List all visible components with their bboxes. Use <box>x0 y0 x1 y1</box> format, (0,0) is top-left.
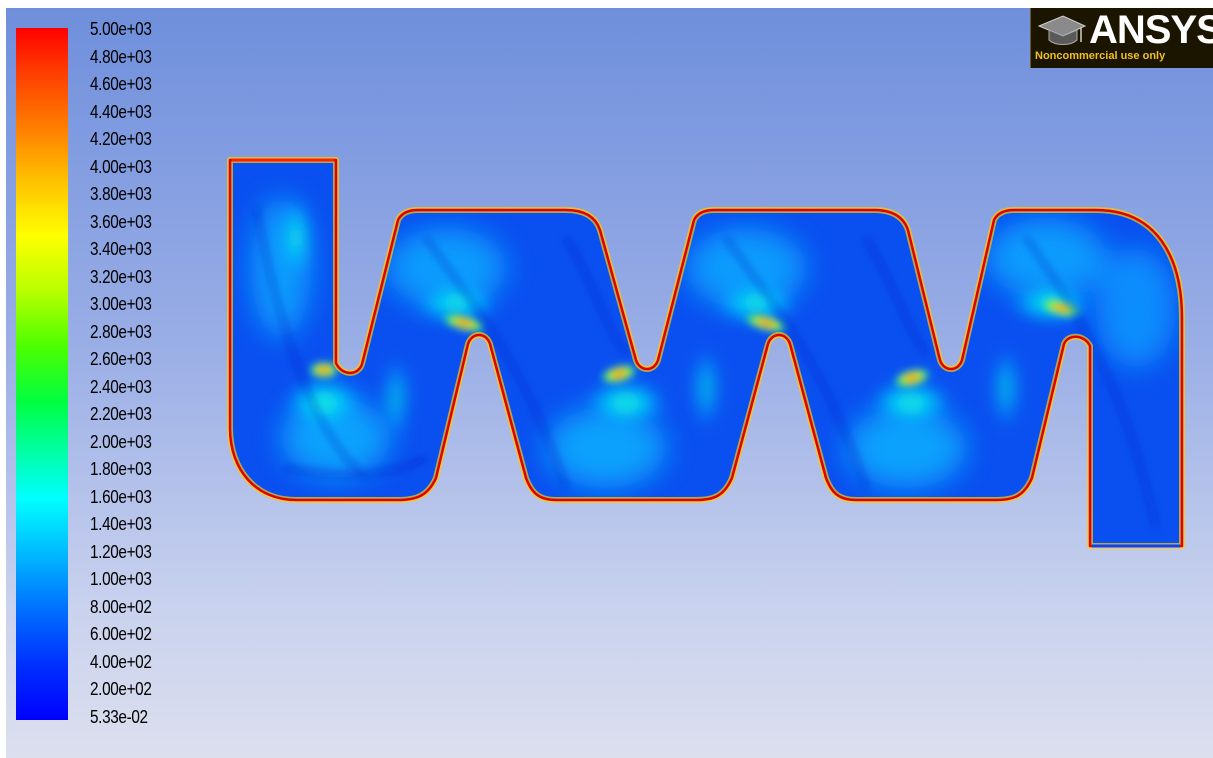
scale-tick-label: 4.80e+03 <box>90 46 152 67</box>
scale-tick-label: 3.20e+03 <box>90 266 152 287</box>
scale-tick-label: 1.60e+03 <box>90 486 152 507</box>
scale-tick-label: 2.00e+03 <box>90 431 152 452</box>
scale-tick-label: 2.80e+03 <box>90 321 152 342</box>
graphics-viewport[interactable]: 5.00e+03 4.80e+03 4.60e+03 4.40e+03 4.20… <box>6 8 1213 758</box>
scale-tick-label: 3.40e+03 <box>90 239 152 260</box>
scale-tick-label: 2.40e+03 <box>90 376 152 397</box>
scale-tick-label: 1.40e+03 <box>90 514 152 535</box>
scale-tick-label: 3.60e+03 <box>90 211 152 232</box>
wall-boundary <box>227 157 1185 549</box>
scale-tick-label: 5.33e-02 <box>90 706 148 727</box>
color-scale-labels: 5.00e+03 4.80e+03 4.60e+03 4.40e+03 4.20… <box>90 20 200 726</box>
scale-tick-label: 3.80e+03 <box>90 184 152 205</box>
scale-tick-label: 2.00e+02 <box>90 679 152 700</box>
scale-tick-label: 2.60e+03 <box>90 349 152 370</box>
scale-tick-label: 4.00e+02 <box>90 651 152 672</box>
color-scale-bar <box>16 28 68 720</box>
scale-tick-label: 3.00e+03 <box>90 294 152 315</box>
ansys-logo: ANSYS Noncommercial use only <box>1030 8 1213 68</box>
logo-brand-text: ANSYS <box>1089 8 1213 52</box>
scale-tick-label: 1.80e+03 <box>90 459 152 480</box>
scale-tick-label: 1.00e+03 <box>90 569 152 590</box>
contour-plot[interactable] <box>6 8 1213 758</box>
graduation-cap-icon <box>1037 15 1087 45</box>
contour-field <box>251 198 1176 529</box>
scale-tick-label: 4.00e+03 <box>90 156 152 177</box>
scale-tick-label: 4.20e+03 <box>90 129 152 150</box>
scale-tick-label: 8.00e+02 <box>90 596 152 617</box>
scale-tick-label: 6.00e+02 <box>90 624 152 645</box>
scale-tick-label: 1.20e+03 <box>90 541 152 562</box>
scale-tick-label: 5.00e+03 <box>90 19 152 39</box>
scale-tick-label: 2.20e+03 <box>90 404 152 425</box>
scale-tick-label: 4.40e+03 <box>90 101 152 122</box>
scale-tick-label: 4.60e+03 <box>90 74 152 95</box>
license-note: Noncommercial use only <box>1035 50 1166 62</box>
